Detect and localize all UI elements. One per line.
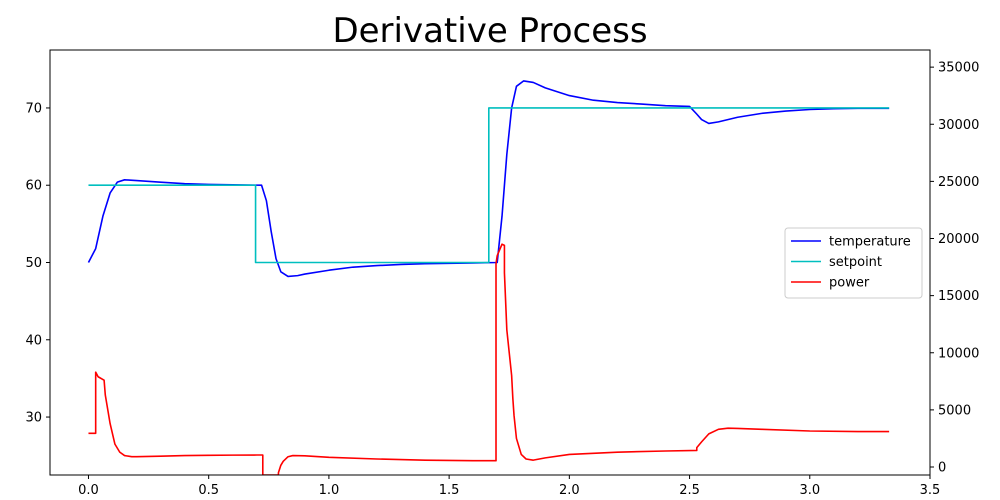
series-line-power [88,243,890,475]
legend-frame [784,227,923,299]
y2-tick-label: 10000 [938,346,979,361]
series-line-setpoint [88,107,890,264]
legend-label-power: power [829,276,870,291]
y-tick-label: 30 [25,411,42,426]
y-tick-label: 70 [25,101,42,116]
x-tick-label: 3.5 [920,483,941,498]
x-tick-label: 1.0 [319,483,340,498]
chart-title: Derivative Process [332,11,647,51]
y2-tick-label: 25000 [938,175,979,190]
y-tick-label: 40 [25,333,42,348]
y2-tick-label: 20000 [938,232,979,247]
legend: temperature setpoint power [784,227,923,299]
y2-tick-label: 0 [938,461,946,476]
x-tick-label: 3.0 [799,483,820,498]
y2-tick-label: 15000 [938,289,979,304]
y-tick-label: 50 [25,256,42,271]
x-tick-label: 2.5 [679,483,700,498]
legend-label-setpoint: setpoint [829,255,882,270]
y-tick-label: 60 [25,179,42,194]
x-tick-label: 1.5 [439,483,460,498]
y2-tick-label: 30000 [938,118,979,133]
x-tick-label: 2.0 [559,483,580,498]
y2-tick-label: 35000 [938,61,979,76]
x-tick-label: 0.5 [198,483,219,498]
x-tick-label: 0.0 [78,483,99,498]
y2-tick-label: 5000 [938,403,971,418]
legend-label-temperature: temperature [829,235,911,250]
